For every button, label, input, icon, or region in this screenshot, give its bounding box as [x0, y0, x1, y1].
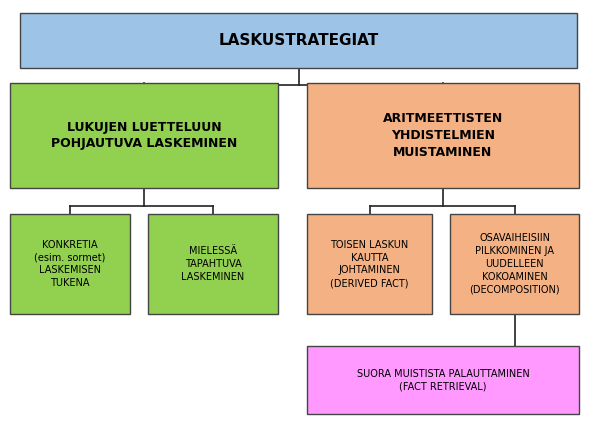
Text: OSAVAIHEISIIN
PILKKOMINEN JA
UUDELLEEN
KOKOAMINEN
(DECOMPOSITION): OSAVAIHEISIIN PILKKOMINEN JA UUDELLEEN K…: [469, 233, 560, 295]
FancyBboxPatch shape: [10, 83, 278, 188]
Text: MIELESSÄ
TAPAHTUVA
LASKEMINEN: MIELESSÄ TAPAHTUVA LASKEMINEN: [181, 246, 245, 282]
FancyBboxPatch shape: [307, 346, 579, 414]
Text: TOISEN LASKUN
KAUTTA
JOHTAMINEN
(DERIVED FACT): TOISEN LASKUN KAUTTA JOHTAMINEN (DERIVED…: [330, 240, 409, 288]
Text: ARITMEETTISTEN
YHDISTELMIEN
MUISTAMINEN: ARITMEETTISTEN YHDISTELMIEN MUISTAMINEN: [383, 112, 503, 158]
FancyBboxPatch shape: [450, 214, 579, 314]
Text: LASKUSTRATEGIAT: LASKUSTRATEGIAT: [219, 33, 378, 48]
FancyBboxPatch shape: [10, 214, 130, 314]
FancyBboxPatch shape: [307, 83, 579, 188]
FancyBboxPatch shape: [148, 214, 278, 314]
Text: LUKUJEN LUETTELUUN
POHJAUTUVA LASKEMINEN: LUKUJEN LUETTELUUN POHJAUTUVA LASKEMINEN: [51, 121, 237, 150]
Text: KONKRETIA
(esim. sormet)
LASKEMISEN
TUKENA: KONKRETIA (esim. sormet) LASKEMISEN TUKE…: [34, 240, 106, 288]
FancyBboxPatch shape: [307, 214, 432, 314]
Text: SUORA MUISTISTA PALAUTTAMINEN
(FACT RETRIEVAL): SUORA MUISTISTA PALAUTTAMINEN (FACT RETR…: [356, 368, 530, 391]
FancyBboxPatch shape: [20, 13, 577, 68]
